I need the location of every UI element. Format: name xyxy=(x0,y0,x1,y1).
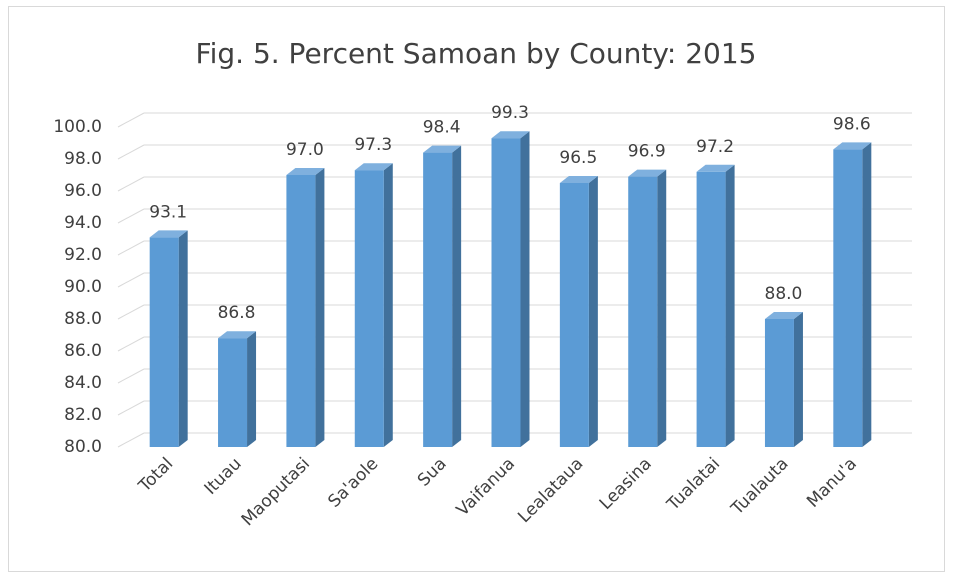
data-label: 99.3 xyxy=(491,103,529,123)
bar xyxy=(628,176,658,447)
bar xyxy=(286,175,316,447)
bar-top xyxy=(423,145,462,153)
y-tick-label: 80.0 xyxy=(64,437,102,457)
bar-top xyxy=(696,164,735,172)
data-label: 98.6 xyxy=(833,114,871,134)
data-label: 86.8 xyxy=(218,303,256,323)
bar-top xyxy=(628,169,667,177)
bar xyxy=(423,152,453,447)
bar-top xyxy=(218,331,257,339)
bar xyxy=(149,237,179,447)
bar-side xyxy=(725,164,735,448)
y-tick-label: 86.0 xyxy=(64,341,102,361)
grid-line-side xyxy=(117,176,145,192)
y-tick-label: 96.0 xyxy=(64,181,102,201)
grid-line-side xyxy=(117,400,145,416)
grid-line-side xyxy=(117,304,145,320)
bar-top xyxy=(833,142,872,150)
y-tick-label: 98.0 xyxy=(64,149,102,169)
grid-line-side xyxy=(117,336,145,352)
bar-side xyxy=(452,145,462,447)
grid-line-side xyxy=(117,144,145,160)
bar-top xyxy=(764,312,803,319)
y-tick-label: 92.0 xyxy=(64,245,102,265)
data-label: 97.0 xyxy=(286,140,324,160)
data-label: 88.0 xyxy=(765,284,803,304)
bar-side xyxy=(383,163,393,447)
bar-side xyxy=(178,230,188,447)
bar xyxy=(559,183,589,447)
data-label: 97.3 xyxy=(354,135,392,155)
bar xyxy=(491,138,521,447)
bar-side xyxy=(862,142,872,447)
grid-line-side xyxy=(117,112,145,128)
data-label: 96.9 xyxy=(628,142,666,162)
bar xyxy=(218,338,248,447)
y-tick-label: 94.0 xyxy=(64,213,102,233)
chart-title: Fig. 5. Percent Samoan by County: 2015 xyxy=(196,37,757,70)
grid-line-side xyxy=(117,272,145,288)
data-label: 98.4 xyxy=(423,118,461,138)
y-tick-label: 84.0 xyxy=(64,373,102,393)
bar-top xyxy=(491,131,530,139)
bar-side xyxy=(315,168,325,447)
bar xyxy=(833,149,863,447)
bar-side xyxy=(657,169,667,447)
bar-top xyxy=(149,230,188,238)
grid-line-side xyxy=(117,368,145,384)
bar-top xyxy=(559,176,598,183)
bar-side xyxy=(588,176,598,447)
y-tick-label: 90.0 xyxy=(64,277,102,297)
bar xyxy=(696,171,726,448)
bar-side xyxy=(247,331,257,447)
bar xyxy=(764,319,794,447)
bar xyxy=(354,170,384,447)
grid-line-side xyxy=(117,432,145,448)
y-tick-label: 100.0 xyxy=(53,117,102,137)
bar-side xyxy=(520,131,530,447)
grid-line-side xyxy=(117,208,145,224)
data-label: 96.5 xyxy=(559,148,597,168)
grid-line-side xyxy=(117,240,145,256)
bar-side xyxy=(793,312,803,447)
bar-top xyxy=(286,168,325,175)
data-label: 97.2 xyxy=(696,137,734,157)
y-tick-label: 88.0 xyxy=(64,309,102,329)
data-label: 93.1 xyxy=(149,202,187,222)
y-tick-label: 82.0 xyxy=(64,405,102,425)
bar-top xyxy=(354,163,393,171)
